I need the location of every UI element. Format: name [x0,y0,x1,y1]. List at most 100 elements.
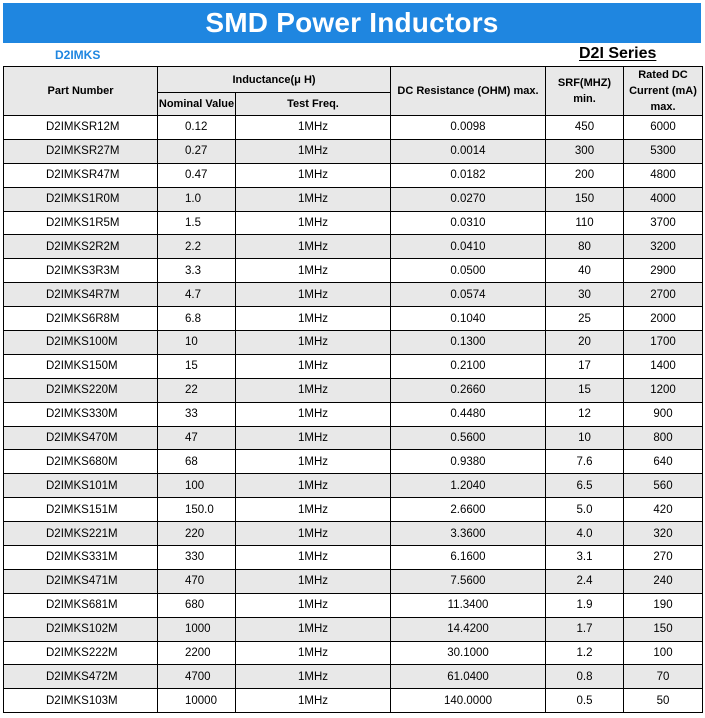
cell-dc-resistance: 0.0014 [390,138,546,164]
cell-nominal-value: 47 [157,425,236,451]
cell-srf: 0.5 [545,688,624,714]
cell-test-freq: 1MHz [235,640,391,666]
header-part-number: Part Number [3,66,158,116]
cell-rated-current: 5300 [623,138,703,164]
spec-table: Part Number Inductance(μ H) DC Resistanc… [3,66,703,714]
series-name: D2I Series [579,45,657,62]
title-banner: SMD Power Inductors [3,3,701,43]
table-row: D2IMKS220M 22 1MHz 0.2660 15 1200 [3,377,703,403]
cell-rated-current: 150 [623,616,703,642]
cell-nominal-value: 10000 [157,688,236,714]
cell-test-freq: 1MHz [235,186,391,212]
table-row: D2IMKS4R7M 4.7 1MHz 0.0574 30 2700 [3,282,703,308]
cell-nominal-value: 33 [157,401,236,427]
cell-part-number: D2IMKSR27M [3,138,158,164]
cell-srf: 5.0 [545,497,624,523]
cell-part-number: D2IMKS2R2M [3,234,158,260]
cell-srf: 20 [545,330,624,355]
cell-dc-resistance: 1.2040 [390,473,546,499]
table-row: D2IMKS471M 470 1MHz 7.5600 2.4 240 [3,568,703,594]
table-row: D2IMKSR12M 0.12 1MHz 0.0098 450 6000 [3,115,703,140]
cell-nominal-value: 150.0 [157,497,236,523]
cell-rated-current: 2700 [623,282,703,308]
table-row: D2IMKSR47M 0.47 1MHz 0.0182 200 4800 [3,162,703,188]
cell-part-number: D2IMKSR47M [3,162,158,188]
cell-rated-current: 3700 [623,210,703,236]
cell-test-freq: 1MHz [235,234,391,260]
cell-test-freq: 1MHz [235,568,391,594]
cell-rated-current: 70 [623,664,703,690]
cell-part-number: D2IMKS151M [3,497,158,523]
cell-part-number: D2IMKSR12M [3,115,158,140]
cell-srf: 10 [545,425,624,451]
cell-dc-resistance: 0.2660 [390,377,546,403]
cell-part-number: D2IMKS470M [3,425,158,451]
series-code: D2IMKS [55,48,101,62]
table-row: D2IMKS681M 680 1MHz 11.3400 1.9 190 [3,592,703,618]
cell-srf: 25 [545,306,624,332]
cell-nominal-value: 2200 [157,640,236,666]
cell-srf: 150 [545,186,624,212]
cell-rated-current: 2900 [623,258,703,284]
cell-test-freq: 1MHz [235,353,391,379]
cell-test-freq: 1MHz [235,473,391,499]
cell-rated-current: 3200 [623,234,703,260]
header-test-freq: Test Freq. [235,92,391,116]
cell-rated-current: 1700 [623,330,703,355]
cell-nominal-value: 0.27 [157,138,236,164]
table-row: D2IMKS472M 4700 1MHz 61.0400 0.8 70 [3,664,703,690]
cell-srf: 7.6 [545,449,624,475]
cell-dc-resistance: 0.4480 [390,401,546,427]
cell-dc-resistance: 0.1040 [390,306,546,332]
cell-dc-resistance: 0.0270 [390,186,546,212]
cell-dc-resistance: 3.3600 [390,521,546,547]
cell-rated-current: 270 [623,545,703,570]
cell-nominal-value: 2.2 [157,234,236,260]
cell-srf: 1.7 [545,616,624,642]
table-row: D2IMKS6R8M 6.8 1MHz 0.1040 25 2000 [3,306,703,332]
cell-dc-resistance: 0.0410 [390,234,546,260]
cell-part-number: D2IMKS101M [3,473,158,499]
cell-srf: 12 [545,401,624,427]
cell-part-number: D2IMKS221M [3,521,158,547]
header-rated-current: Rated DC Current (mA) max. [623,66,703,116]
cell-nominal-value: 680 [157,592,236,618]
cell-srf: 4.0 [545,521,624,547]
cell-rated-current: 190 [623,592,703,618]
cell-rated-current: 50 [623,688,703,714]
cell-test-freq: 1MHz [235,138,391,164]
cell-srf: 17 [545,353,624,379]
cell-rated-current: 640 [623,449,703,475]
cell-rated-current: 900 [623,401,703,427]
table-row: D2IMKS2R2M 2.2 1MHz 0.0410 80 3200 [3,234,703,260]
cell-test-freq: 1MHz [235,425,391,451]
cell-srf: 0.8 [545,664,624,690]
cell-part-number: D2IMKS1R0M [3,186,158,212]
cell-test-freq: 1MHz [235,664,391,690]
cell-nominal-value: 6.8 [157,306,236,332]
cell-dc-resistance: 0.1300 [390,330,546,355]
cell-dc-resistance: 11.3400 [390,592,546,618]
cell-dc-resistance: 0.0310 [390,210,546,236]
cell-rated-current: 4800 [623,162,703,188]
cell-nominal-value: 4.7 [157,282,236,308]
cell-dc-resistance: 0.9380 [390,449,546,475]
cell-nominal-value: 4700 [157,664,236,690]
cell-test-freq: 1MHz [235,210,391,236]
table-row: D2IMKS470M 47 1MHz 0.5600 10 800 [3,425,703,451]
header-nominal-value: Nominal Value [157,92,236,116]
table-row: D2IMKS222M 2200 1MHz 30.1000 1.2 100 [3,640,703,666]
cell-srf: 110 [545,210,624,236]
page-title: SMD Power Inductors [205,7,499,38]
cell-part-number: D2IMKS3R3M [3,258,158,284]
cell-part-number: D2IMKS6R8M [3,306,158,332]
cell-test-freq: 1MHz [235,330,391,355]
cell-dc-resistance: 7.5600 [390,568,546,594]
cell-part-number: D2IMKS150M [3,353,158,379]
cell-test-freq: 1MHz [235,545,391,570]
cell-part-number: D2IMKS330M [3,401,158,427]
cell-nominal-value: 22 [157,377,236,403]
cell-nominal-value: 1.5 [157,210,236,236]
cell-dc-resistance: 0.2100 [390,353,546,379]
cell-part-number: D2IMKS222M [3,640,158,666]
